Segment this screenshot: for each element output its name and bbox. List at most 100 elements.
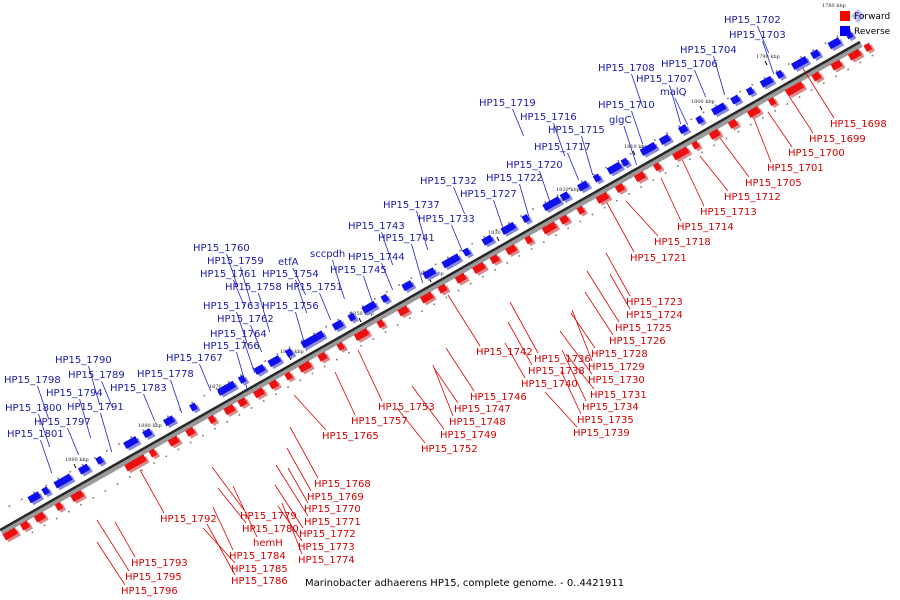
scale-dot	[250, 407, 253, 409]
gene-body	[730, 94, 741, 105]
scale-dot	[568, 187, 571, 190]
scale-dot	[177, 448, 180, 451]
forward-leader	[560, 370, 582, 415]
forward-leader	[432, 364, 454, 417]
scale-dot	[457, 289, 460, 292]
reverse-leader	[631, 110, 644, 145]
scale-dot	[603, 206, 606, 209]
forward-gene-label: HP15_1768	[314, 479, 371, 490]
forward-gene	[672, 146, 693, 163]
scale-dot	[749, 123, 752, 126]
forward-gene	[614, 182, 628, 195]
scale-dot	[471, 242, 473, 245]
scale-dot	[701, 151, 703, 154]
forward-gene-label: HP15_1786	[231, 576, 288, 587]
scale-dot	[361, 305, 364, 307]
scale-dot	[373, 298, 376, 300]
reverse-gene	[300, 333, 323, 351]
reverse-leader	[512, 108, 525, 137]
forward-leader	[571, 309, 593, 362]
forward-gene-label: HP15_1734	[582, 402, 639, 413]
forward-gene-label: HP15_1753	[378, 402, 435, 413]
reverse-gene	[77, 463, 93, 477]
scale-dot	[372, 338, 375, 340]
reverse-leader	[100, 412, 113, 453]
forward-gene	[237, 397, 251, 410]
forward-gene-label: HP15_1739	[573, 428, 630, 439]
scale-dot	[92, 496, 95, 499]
scale-dot	[494, 268, 496, 271]
gene-body	[811, 71, 822, 82]
gene-body	[298, 360, 313, 373]
forward-gene	[353, 328, 373, 343]
forward-leader	[447, 294, 481, 347]
scale-dot	[579, 220, 582, 223]
gene-body	[336, 341, 346, 351]
gene-body	[253, 363, 266, 375]
reverse-gene	[422, 267, 439, 282]
forward-gene	[437, 283, 451, 296]
label-leader-lines	[37, 25, 835, 586]
forward-leader	[289, 426, 319, 479]
forward-leader	[212, 506, 234, 551]
scale-dot	[530, 248, 533, 250]
gene-body	[775, 69, 785, 79]
scale-dot	[591, 213, 594, 216]
gene-body	[489, 254, 500, 265]
forward-leader	[275, 464, 309, 517]
forward-leader	[570, 312, 596, 349]
reverse-gene	[730, 94, 744, 107]
scale-dot	[276, 353, 279, 356]
reverse-gene	[500, 221, 519, 237]
forward-gene-label: HP15_1773	[298, 542, 355, 553]
reverse-gene	[745, 86, 758, 98]
scale-tick	[73, 463, 77, 469]
reverse-gene-label: HP15_1710	[598, 100, 655, 111]
scale-dot	[116, 483, 119, 485]
scale-tick	[632, 150, 636, 156]
scale-dot	[141, 469, 143, 471]
reverse-leader	[411, 243, 424, 284]
reverse-gene	[775, 69, 787, 81]
reverse-gene-label: HP15_1704	[680, 45, 737, 56]
reverse-leader	[674, 97, 689, 126]
forward-leader	[586, 270, 620, 323]
gene-body	[695, 115, 705, 125]
scale-dot	[714, 104, 717, 107]
scale-dot	[495, 229, 498, 231]
forward-gene	[70, 489, 87, 504]
gene-body	[577, 180, 590, 192]
scale-dot	[483, 235, 486, 238]
scale-dot	[348, 351, 350, 354]
reverse-gene	[253, 363, 269, 377]
scale-dot	[398, 284, 400, 286]
forward-leader	[139, 469, 165, 514]
reverse-gene	[577, 180, 592, 194]
gene-body	[658, 133, 671, 146]
forward-gene	[33, 511, 49, 525]
forward-leader	[507, 321, 533, 366]
scale-dot	[179, 408, 181, 411]
reverse-gene-label: HP15_1737	[383, 200, 440, 211]
reverse-gene	[791, 56, 812, 72]
reverse-leader	[101, 380, 114, 409]
reverse-gene-label: HP15_1756	[262, 301, 319, 312]
reverse-leader	[236, 351, 249, 392]
reverse-gene-label: HP15_1800	[5, 403, 62, 414]
forward-leader	[605, 252, 631, 297]
scale-dot	[835, 75, 837, 78]
scale-dot	[775, 70, 778, 72]
gene-body	[559, 191, 571, 202]
reverse-leader	[199, 363, 212, 392]
forward-gene	[767, 97, 780, 109]
scale-dot	[93, 457, 96, 459]
scale-dot	[774, 110, 776, 112]
legend-forward-shadow	[850, 8, 866, 24]
forward-gene-label: HP15_1718	[654, 237, 711, 248]
forward-gene	[454, 272, 470, 286]
reverse-gene-labels: HP15_1702 HP15_1703 HP15_1704 HP15_1706 HP15…	[4, 15, 786, 440]
reverse-gene	[27, 491, 45, 506]
gene-body	[524, 235, 533, 245]
gene-body	[863, 42, 873, 52]
forward-leader	[445, 347, 475, 392]
